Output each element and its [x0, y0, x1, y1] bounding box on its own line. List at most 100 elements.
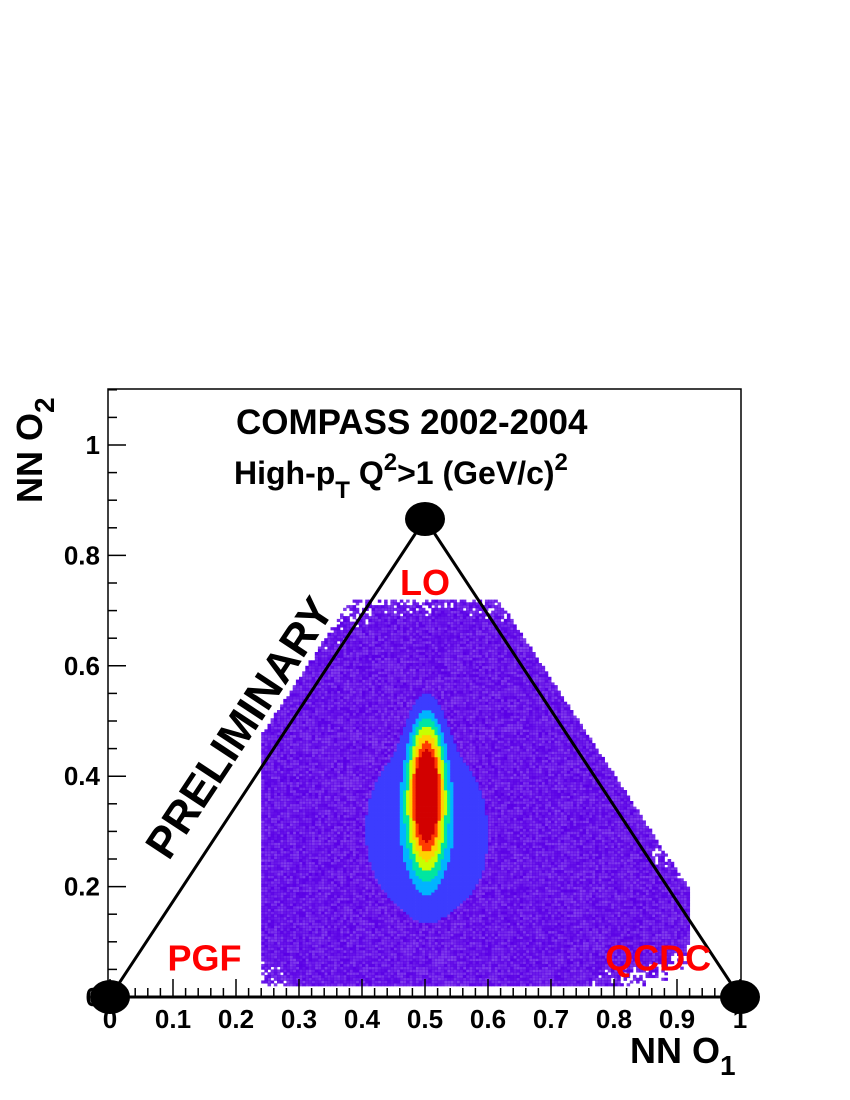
- heat-cell: [292, 936, 297, 940]
- heat-cell: [321, 715, 325, 719]
- heat-cell: [277, 784, 281, 788]
- heat-cell: [280, 740, 284, 744]
- heat-cell: [384, 952, 388, 956]
- heat-cell: [365, 657, 369, 661]
- heat-cell: [343, 825, 347, 830]
- heat-cell: [283, 743, 287, 747]
- heat-cell: [355, 607, 360, 611]
- heat-cell: [355, 974, 360, 979]
- heat-cell: [327, 963, 331, 968]
- heat-cell: [270, 878, 275, 882]
- heat-cell: [371, 671, 376, 675]
- heat-cell: [277, 972, 281, 976]
- heat-cell: [289, 701, 294, 705]
- heat-cell: [299, 770, 303, 774]
- heat-cell: [374, 605, 379, 609]
- heat-cell: [311, 905, 316, 910]
- heat-cell: [333, 751, 338, 755]
- heat-cell: [362, 737, 366, 741]
- heat-cell: [314, 715, 319, 719]
- heat-cell: [270, 875, 275, 879]
- heat-cell: [324, 861, 328, 865]
- heat-cell: [365, 905, 369, 910]
- heat-cell: [384, 792, 388, 796]
- heat-cell: [343, 726, 347, 730]
- heat-cell: [286, 941, 290, 945]
- heat-cell: [365, 894, 369, 899]
- heat-cell: [308, 773, 313, 777]
- heat-cell: [321, 756, 325, 761]
- heat-cell: [302, 864, 306, 868]
- heat-cell: [340, 729, 344, 733]
- heat-cell: [292, 745, 297, 749]
- heat-cell: [311, 856, 316, 860]
- heat-cell: [289, 875, 294, 879]
- heat-cell: [343, 790, 347, 794]
- heat-cell: [349, 754, 353, 758]
- heat-cell: [374, 842, 379, 846]
- heat-cell: [324, 696, 328, 700]
- heat-cell: [384, 643, 388, 647]
- heat-cell: [380, 911, 385, 915]
- heat-cell: [321, 770, 325, 774]
- heat-cell: [343, 878, 347, 882]
- heat-cell: [277, 715, 281, 719]
- heat-cell: [358, 936, 363, 940]
- heat-cell: [362, 682, 366, 686]
- heat-cell: [365, 886, 369, 890]
- heat-cell: [308, 955, 313, 959]
- heat-cell: [355, 911, 360, 915]
- heat-cell: [362, 845, 366, 849]
- heat-cell: [261, 803, 265, 807]
- heat-cell: [314, 801, 319, 805]
- heat-cell: [311, 812, 316, 816]
- heat-cell: [371, 770, 376, 774]
- heat-cell: [371, 820, 376, 824]
- heat-cell: [311, 674, 316, 678]
- heat-cell: [305, 784, 309, 788]
- heat-cell: [365, 939, 369, 943]
- heat-cell: [286, 864, 290, 868]
- heat-cell: [292, 875, 297, 879]
- heat-cell: [286, 848, 290, 852]
- heat-cell: [333, 740, 338, 744]
- heat-cell: [321, 646, 325, 650]
- heat-cell: [355, 950, 360, 954]
- heat-cell: [374, 977, 379, 981]
- heat-cell: [340, 665, 344, 669]
- heat-cell: [346, 621, 350, 625]
- heat-cell: [311, 933, 316, 937]
- heat-cell: [358, 933, 363, 937]
- heat-cell: [384, 886, 388, 890]
- heat-cell: [299, 776, 303, 780]
- heat-cell: [355, 698, 360, 703]
- heat-cell: [302, 798, 306, 802]
- heat-cell: [377, 759, 382, 763]
- heat-cell: [380, 721, 385, 725]
- heat-cell: [340, 875, 344, 879]
- heat-cell: [314, 660, 319, 664]
- heat-cell: [277, 875, 281, 879]
- heat-cell: [374, 836, 379, 841]
- heat-cell: [365, 928, 369, 932]
- heat-cell: [343, 886, 347, 890]
- heat-cell: [349, 911, 353, 915]
- heat-cell: [377, 919, 382, 923]
- heat-cell: [374, 839, 379, 843]
- heat-cell: [273, 767, 278, 772]
- heat-cell: [305, 961, 309, 965]
- heat-cell: [299, 751, 303, 755]
- heat-cell: [302, 707, 306, 711]
- heat-cell: [377, 963, 382, 968]
- heat-cell: [295, 781, 300, 785]
- heat-cell: [387, 751, 391, 755]
- heat-cell: [308, 781, 313, 785]
- heat-cell: [380, 980, 385, 984]
- heat-cell: [280, 958, 284, 962]
- heat-cell: [343, 928, 347, 932]
- heat-cell: [380, 850, 385, 854]
- heat-cell: [273, 961, 278, 965]
- heat-cell: [324, 820, 328, 824]
- heat-cell: [321, 679, 325, 683]
- heat-cell: [355, 947, 360, 951]
